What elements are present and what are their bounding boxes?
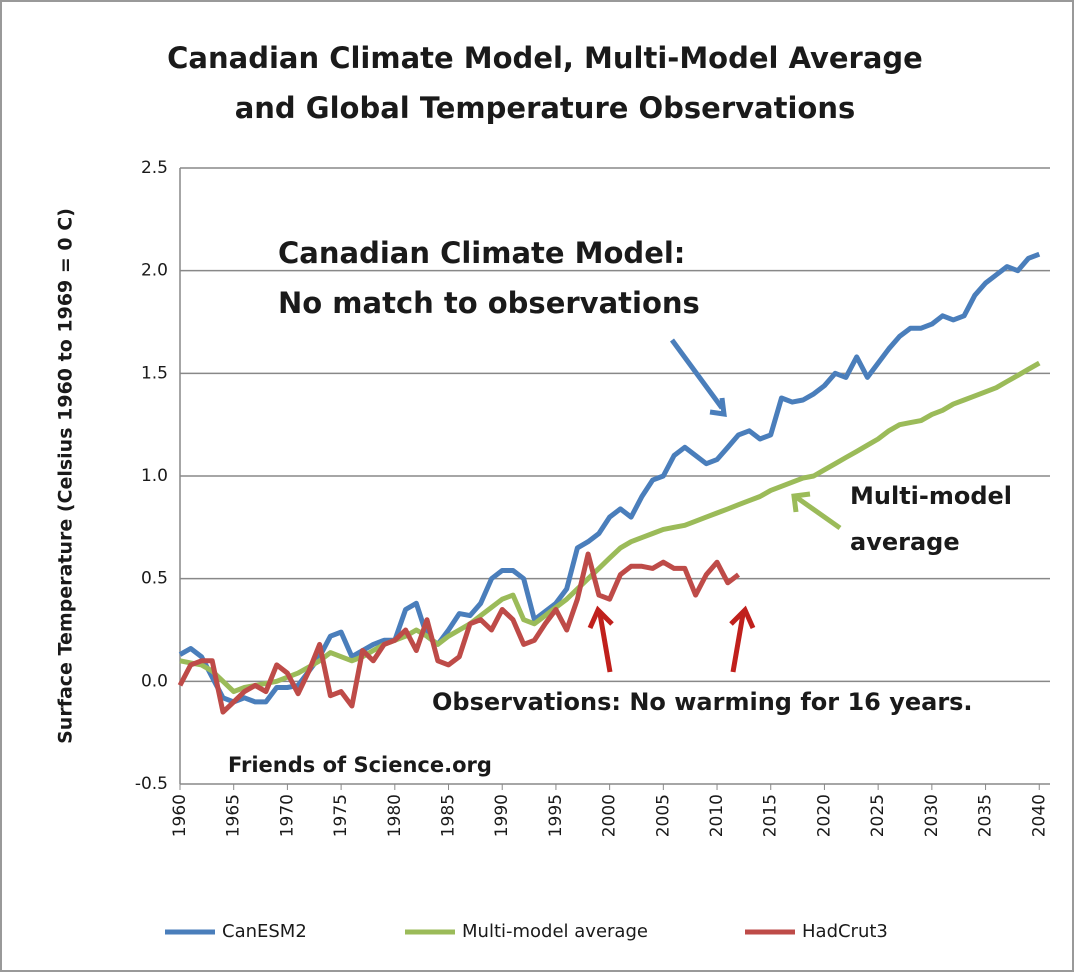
x-tick-label: 2035: [976, 794, 996, 837]
legend-label: HadCrut3: [802, 921, 888, 942]
x-tick-label: 1975: [331, 794, 351, 837]
annotation: Friends of Science.org: [228, 753, 492, 777]
arrows: [587, 338, 842, 673]
x-tick-label: 2010: [707, 794, 727, 837]
y-tick-label: 2.0: [141, 261, 168, 281]
x-tick-label: 1965: [224, 794, 244, 837]
y-tick-label: 1.5: [141, 363, 168, 383]
arrow-head: [709, 397, 727, 417]
x-tick-label: 1960: [170, 794, 190, 837]
x-tick-label: 2020: [814, 794, 834, 837]
x-tick-label: 2030: [922, 794, 942, 837]
arrow: [669, 338, 725, 410]
arrow-head: [587, 605, 614, 630]
y-tick-label: -0.5: [135, 774, 168, 794]
y-tick-label: 0.5: [141, 569, 168, 589]
x-tick-label: 2000: [600, 794, 620, 837]
annotation: average: [850, 528, 960, 556]
arrow: [597, 613, 613, 673]
annotation: No match to observations: [278, 286, 700, 320]
legend-label: Multi-model average: [462, 921, 648, 942]
arrow: [730, 613, 746, 673]
y-axis-label: Surface Temperature (Celsius 1960 to 196…: [55, 208, 77, 744]
annotation: Multi-model: [850, 482, 1012, 510]
x-tick-label: 1970: [277, 794, 297, 837]
plot-area: [177, 167, 1050, 790]
x-tick-label: 1985: [439, 794, 459, 837]
x-tick-label: 1990: [492, 794, 512, 837]
series-line: [177, 551, 741, 715]
chart-title: Canadian Climate Model, Multi-Model Aver…: [167, 41, 923, 75]
y-tick-label: 1.0: [141, 466, 168, 486]
x-tick-label: 2015: [761, 794, 781, 837]
annotation: Canadian Climate Model:: [278, 236, 685, 270]
y-tick-label: 2.5: [141, 158, 168, 178]
arrow: [794, 494, 842, 531]
y-tick-label: 0.0: [141, 671, 168, 691]
x-tick-label: 1980: [385, 794, 405, 837]
x-tick-label: 1995: [546, 794, 566, 837]
x-tick-label: 2005: [653, 794, 673, 837]
legend-label: CanESM2: [222, 921, 307, 942]
chart-title: and Global Temperature Observations: [235, 91, 856, 125]
arrow-head: [729, 605, 756, 630]
annotation: Observations: No warming for 16 years.: [432, 688, 973, 716]
arrow-head: [791, 491, 811, 513]
x-tick-label: 2040: [1029, 794, 1049, 837]
x-tick-label: 2025: [868, 794, 888, 837]
